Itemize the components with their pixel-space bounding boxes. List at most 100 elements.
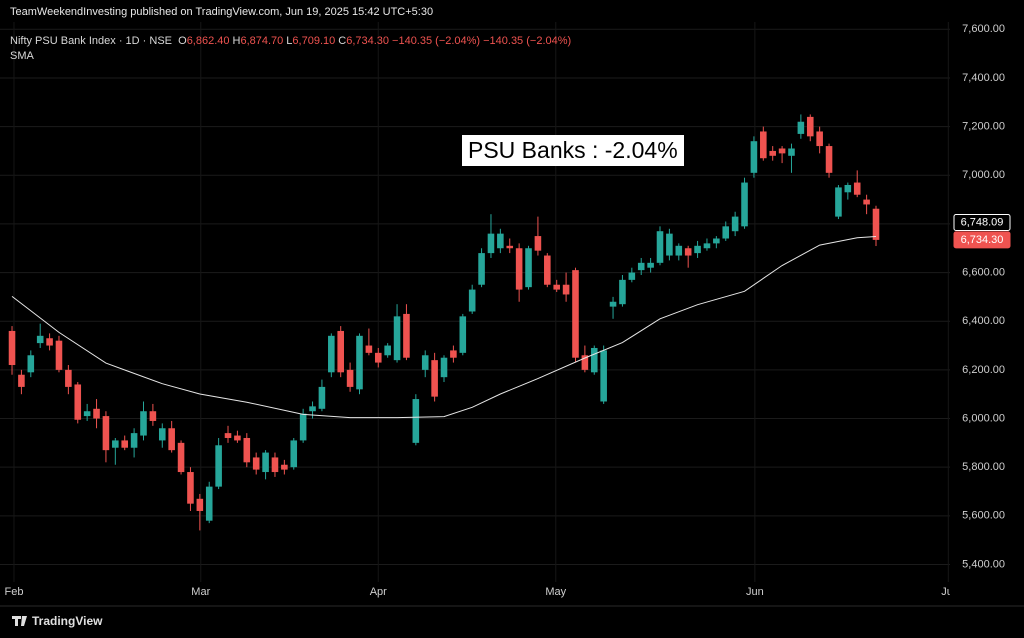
candle-body xyxy=(281,464,288,470)
candle-body xyxy=(590,347,598,373)
sma-line xyxy=(11,236,877,419)
y-tick-label: 6,200.00 xyxy=(962,364,1005,376)
candle-body xyxy=(196,498,204,511)
candle-body xyxy=(412,399,420,443)
candle-body xyxy=(83,411,91,417)
candle-body xyxy=(581,355,589,370)
x-axis: Feb Mar Apr May Jun Jul xyxy=(5,586,955,598)
candle-body xyxy=(628,272,636,280)
x-tick-label: Jun xyxy=(746,586,764,598)
candle-body xyxy=(299,413,307,441)
y-tick-label: 5,400.00 xyxy=(962,558,1005,570)
candle-body xyxy=(112,440,119,448)
quote-item: 6,874.70 xyxy=(240,35,284,47)
candle-body xyxy=(55,340,63,370)
candle-body xyxy=(872,208,880,240)
candle-body xyxy=(788,148,795,156)
candle-body xyxy=(459,316,467,353)
candle-body xyxy=(478,253,485,285)
candle-body xyxy=(525,248,532,288)
publisher: TeamWeekendInvesting published on Tradin… xyxy=(10,6,434,18)
candle-body xyxy=(431,360,438,397)
quote-item: −140.35 (−2.04%) xyxy=(483,35,572,47)
candle-body xyxy=(36,335,44,344)
candle-body xyxy=(741,182,748,227)
x-tick-label: Mar xyxy=(191,586,210,598)
x-tick-label: Feb xyxy=(5,586,24,598)
candle-body xyxy=(534,236,542,251)
candle-body xyxy=(722,226,730,239)
price-tag xyxy=(953,231,1011,249)
y-tick-label: 7,200.00 xyxy=(962,121,1005,133)
candle-body xyxy=(187,472,194,504)
price-tag xyxy=(953,214,1011,232)
y-tick-label: 7,000.00 xyxy=(962,169,1005,181)
y-tick-label: 7,600.00 xyxy=(962,23,1005,35)
candle-body xyxy=(8,330,16,366)
quote-item: −140.35 (−2.04%) xyxy=(392,35,481,47)
candle-body xyxy=(262,452,269,473)
candle-body xyxy=(684,248,692,256)
candle-body xyxy=(647,262,654,268)
candle-body xyxy=(149,411,157,421)
candle-body xyxy=(403,313,410,358)
candle-body xyxy=(703,243,711,249)
candle-body xyxy=(468,289,476,312)
candle-body xyxy=(506,245,514,249)
candle-body xyxy=(497,233,504,249)
y-tick-label: 7,400.00 xyxy=(962,72,1005,84)
candle-body xyxy=(825,146,833,173)
candle-body xyxy=(666,233,673,256)
candle-body xyxy=(393,316,401,361)
candle-body xyxy=(675,245,683,256)
candle-body xyxy=(130,433,138,448)
candle-body xyxy=(853,182,861,195)
candle-body xyxy=(609,301,617,307)
candle-body xyxy=(46,338,53,346)
candle-body xyxy=(572,270,579,358)
candle-body xyxy=(553,284,560,290)
candle-body xyxy=(309,406,316,412)
candle-body xyxy=(835,187,842,217)
candle-body xyxy=(562,284,570,295)
candle-body xyxy=(806,116,814,137)
brand: TradingView xyxy=(32,614,103,628)
candle-body xyxy=(93,408,100,419)
quote-line: Nifty PSU Bank Index · 1D · NSE O6,862.4… xyxy=(10,35,574,47)
candle-body xyxy=(637,262,645,271)
candle-body xyxy=(346,369,354,387)
candle-body xyxy=(205,486,213,521)
brand-logo xyxy=(12,616,27,626)
quote-item: H xyxy=(232,35,241,47)
indicator: SMA xyxy=(10,50,34,62)
quote-item: L xyxy=(286,35,293,47)
candle-body xyxy=(65,369,72,387)
candle-body xyxy=(544,255,551,285)
candle-body xyxy=(168,428,175,451)
candle-body xyxy=(816,131,823,147)
candle-body xyxy=(337,330,344,373)
price-tag-label: 6,748.09 xyxy=(961,216,1004,228)
candle-body xyxy=(365,345,373,353)
candle-body xyxy=(450,350,457,358)
candle-body xyxy=(234,435,241,441)
quote-item: 6,734.30 xyxy=(346,35,390,47)
y-tick-label: 5,800.00 xyxy=(962,461,1005,473)
candle-body xyxy=(384,345,391,356)
candle-body xyxy=(158,428,166,441)
candle-body xyxy=(27,355,35,373)
symbol: Nifty PSU Bank Index · 1D · NSE xyxy=(10,35,172,47)
candle-body xyxy=(760,131,767,159)
candle-body xyxy=(440,357,448,378)
x-tick-label: Jul xyxy=(941,586,955,598)
quote-item: C xyxy=(338,35,347,47)
candle-body xyxy=(252,457,260,470)
candle-body xyxy=(74,384,82,420)
candle-body xyxy=(778,148,786,154)
candle-body xyxy=(140,411,147,436)
candle-body xyxy=(121,440,129,448)
annotation: PSU Banks : -2.04% xyxy=(462,135,684,166)
candle-body xyxy=(177,442,185,473)
